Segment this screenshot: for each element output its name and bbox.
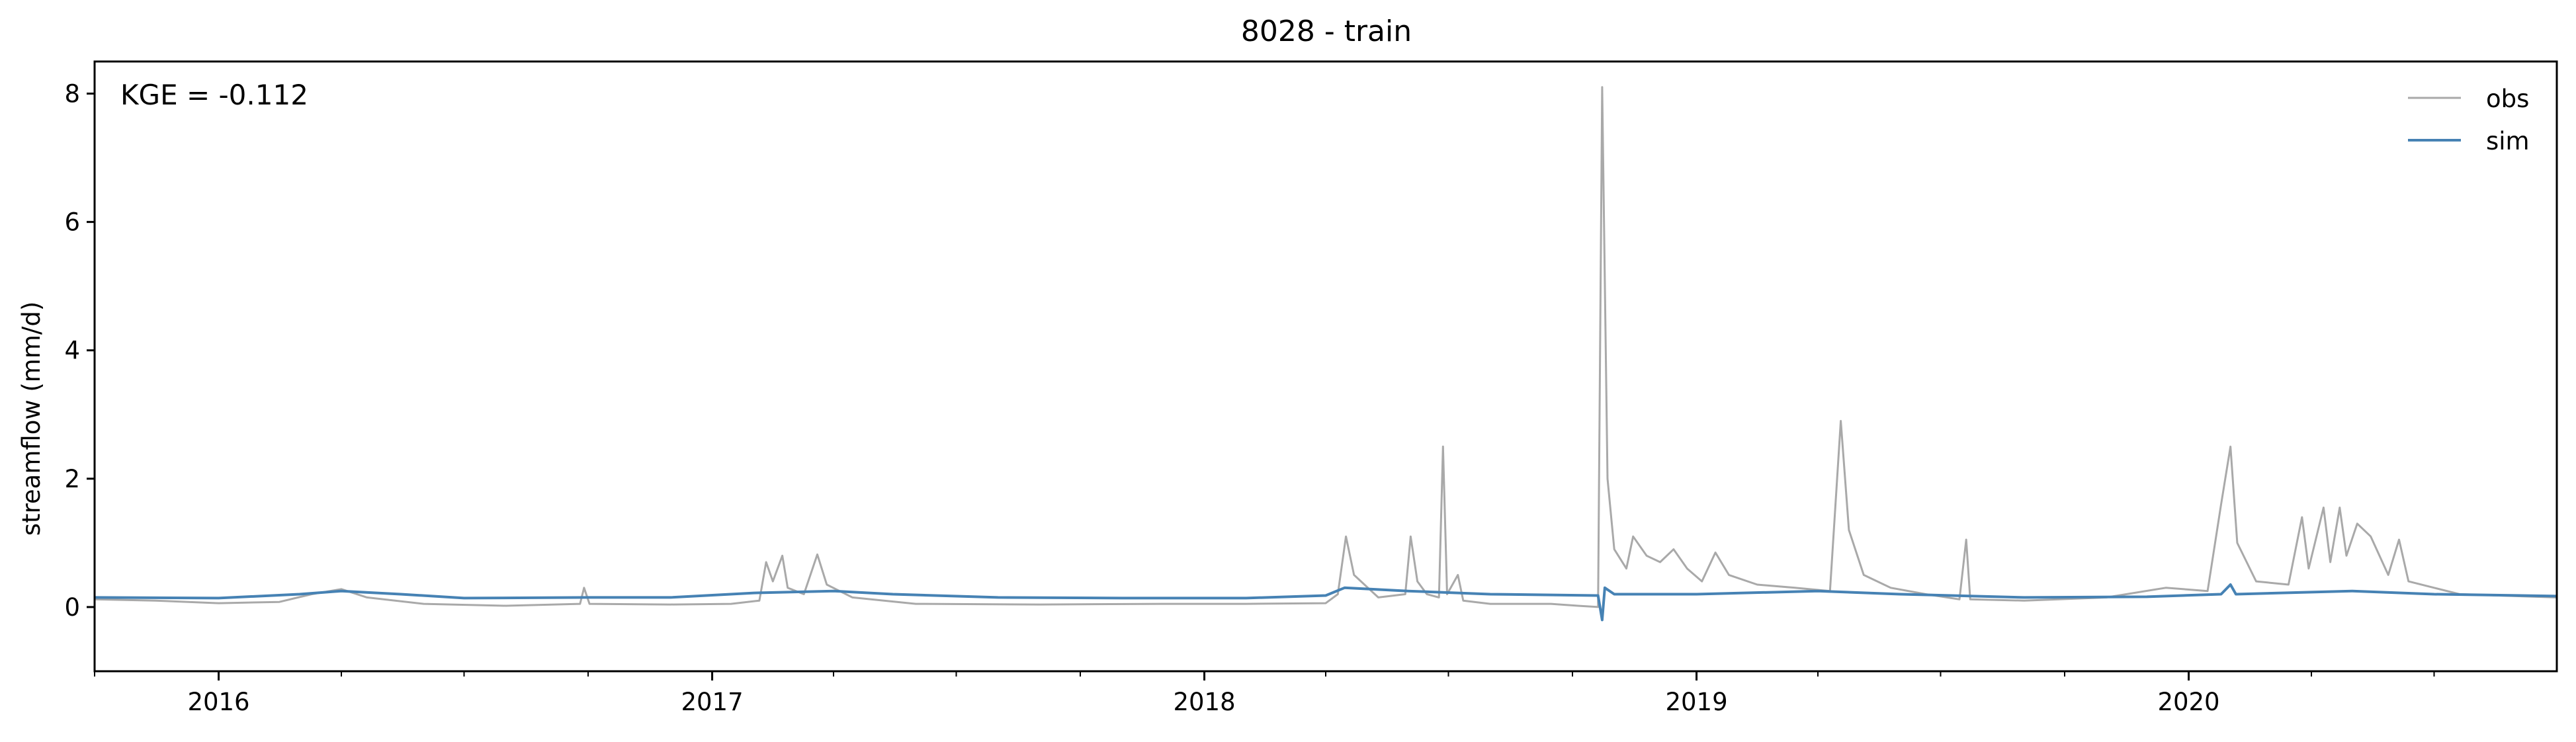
legend-label: obs <box>2486 85 2529 113</box>
series-layer <box>95 86 2557 622</box>
x-axis: 2016 2017 2018 2019 2020 <box>94 671 2435 716</box>
y-tick-label: 0 <box>64 593 80 622</box>
y-axis: 0 2 4 6 8 <box>64 80 95 622</box>
series-line-sim <box>95 583 2557 622</box>
x-tick-label: 2020 <box>2157 688 2219 716</box>
x-tick-label: 2019 <box>1665 688 1727 716</box>
legend-item-obs: obs <box>2408 85 2529 113</box>
y-tick-label: 8 <box>64 80 80 108</box>
y-tick-label: 4 <box>64 337 80 365</box>
legend-item-sim: sim <box>2408 127 2530 155</box>
series-line-obs <box>95 86 2557 608</box>
x-tick-label: 2018 <box>1173 688 1235 716</box>
x-tick-label: 2017 <box>681 688 743 716</box>
x-tick-label: 2016 <box>187 688 249 716</box>
y-tick-label: 6 <box>64 208 80 237</box>
legend: obs sim <box>2408 85 2530 155</box>
legend-label: sim <box>2486 127 2530 155</box>
plot-frame <box>93 60 2558 673</box>
kge-annotation: KGE = -0.112 <box>120 79 308 111</box>
y-axis-label: streamflow (mm/d) <box>17 302 46 536</box>
y-tick-label: 2 <box>64 465 80 493</box>
chart-title: 8028 - train <box>1241 15 1412 48</box>
